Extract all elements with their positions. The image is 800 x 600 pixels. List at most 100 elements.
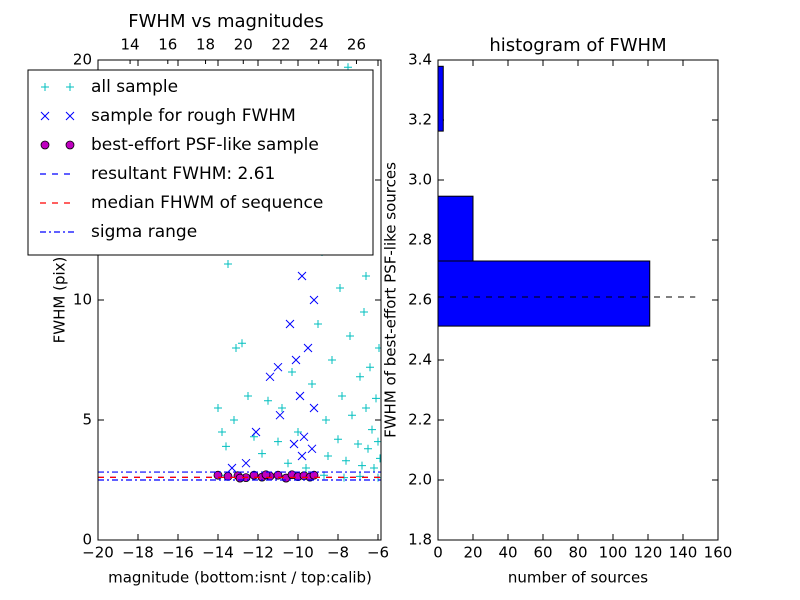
point [284,459,292,468]
bar [437,195,474,262]
x2-tick-label: 24 [309,36,328,54]
x-tick-label: −14 [202,544,234,562]
y-tick-label: 2.2 [408,411,432,429]
legend-label: sample for rough FWHM [91,106,296,126]
y-tick-label: 2.0 [408,471,432,489]
x-tick-label: −10 [282,544,314,562]
x-tick-label: −6 [367,544,389,562]
point [218,428,226,436]
point [328,356,336,364]
point [342,456,350,465]
point [362,272,370,280]
point [40,111,50,121]
chart-title: FWHM vs magnitudes [128,11,323,32]
point [370,464,378,472]
point [336,284,344,292]
x-tick-label: 20 [463,544,482,562]
point [251,427,261,437]
x-tick-label: −12 [242,544,274,562]
x-tick-label: −16 [162,544,194,562]
point [360,308,368,316]
x-tick-label: −20 [82,544,114,562]
x-tick-label: −18 [122,544,154,562]
x-axis-label: magnitude (bottom:isnt / top:calib) [108,569,372,587]
legend-box [27,69,374,256]
legend: all sample sample for rough FWHM best-effo… [27,69,374,256]
point [41,83,49,91]
point [362,404,370,412]
point [223,471,233,481]
y-axis-label: FWHM (pix) [51,257,69,344]
y-tick-label: 0 [82,531,92,549]
point [338,392,346,400]
point [294,428,302,436]
point [265,372,275,382]
point [356,372,364,381]
point [334,435,342,444]
point [289,439,299,449]
x2-tick-label: 14 [121,36,140,54]
point [232,344,240,352]
x-axis-label: number of sources [508,569,648,587]
point [376,454,381,463]
point [230,416,238,424]
legend-label: sigma range [91,222,197,242]
point [66,83,74,91]
legend-label: all sample [91,77,178,97]
point [309,295,319,305]
point [214,404,222,412]
point [314,320,322,328]
x-tick-label: 100 [599,544,628,562]
point [291,355,301,365]
y-tick-label: 3.2 [408,111,432,129]
point [297,271,307,281]
y-tick-label: 2.6 [408,291,432,309]
point [307,444,317,454]
point [274,437,282,446]
point [303,343,313,353]
axes-frame [437,59,719,541]
y-axis-label: FWHM of best-effort PSF-like sources [382,162,400,438]
y-tick-label: 20 [73,51,92,69]
x-tick-label: 0 [433,544,443,562]
point [299,432,309,442]
x-tick-label: 80 [568,544,587,562]
y-tick-label: 2.4 [408,351,432,369]
bar [437,65,444,132]
y-tick-label: 2.8 [408,231,432,249]
legend-label: best-effort PSF-like sample [91,135,319,155]
point [235,473,245,483]
x-tick-label: 140 [669,544,698,562]
point [302,464,310,472]
legend-label: resultant FWHM: 2.61 [91,164,275,184]
y-tick-label: 1.8 [408,531,432,549]
y-tick-label: 10 [73,291,92,309]
point [295,391,305,401]
legend-label: median FHWM of sequence [91,193,323,213]
point [366,363,374,372]
y-tick-label: 5 [82,411,92,429]
point [356,472,364,481]
x-tick-label: 160 [704,544,733,562]
x-tick-label: 40 [498,544,517,562]
point [227,463,237,473]
axes-frame [97,59,382,541]
y-tick-label: 3.4 [408,51,432,69]
point [264,396,272,405]
point [40,140,50,150]
point [244,392,252,400]
x-tick-label: 60 [533,544,552,562]
point [285,319,295,329]
point [375,344,381,352]
x-tick-label: 120 [634,544,663,562]
point [309,403,319,413]
point [297,451,307,461]
point [278,404,286,412]
x2-tick-label: 26 [347,36,366,54]
chart-title: histogram of FWHM [489,35,666,56]
point [238,339,246,348]
y-tick-label: 3.0 [408,171,432,189]
point [65,111,75,121]
x2-tick-label: 18 [196,36,215,54]
